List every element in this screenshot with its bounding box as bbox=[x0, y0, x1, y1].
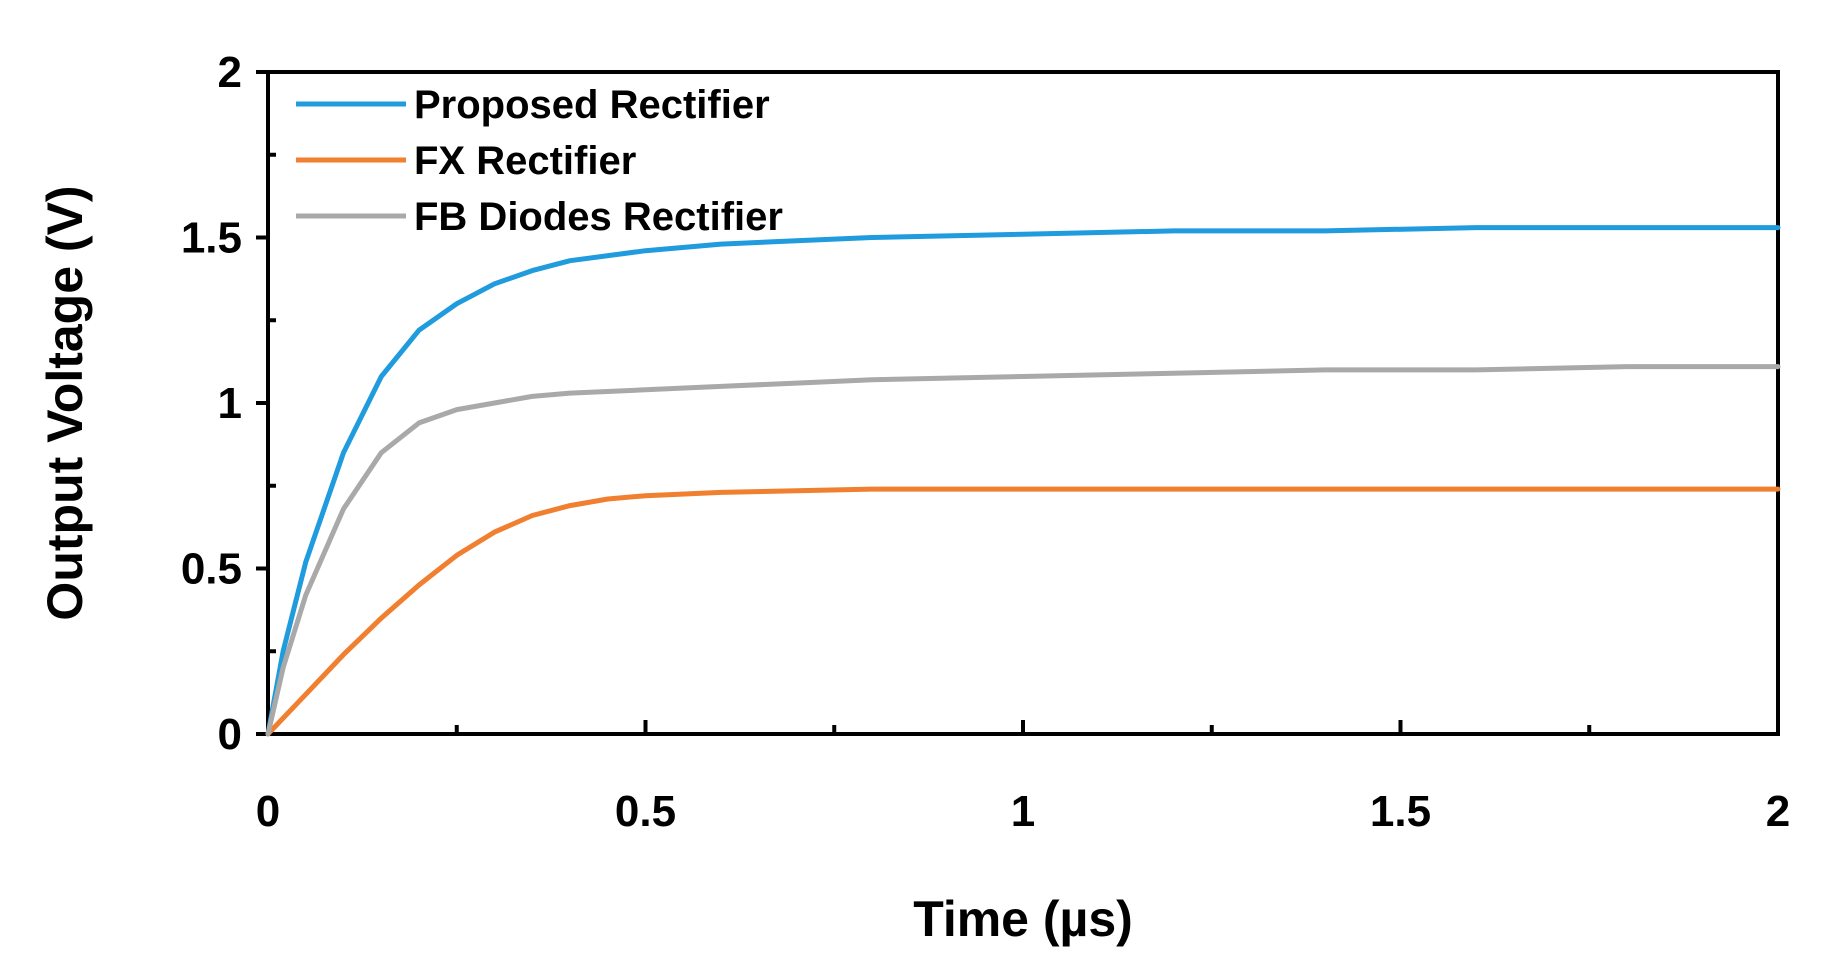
series-lines bbox=[265, 225, 1781, 737]
legend: Proposed Rectifier FX Rectifier FB Diodes … bbox=[296, 83, 783, 239]
series-line-1 bbox=[265, 225, 1781, 737]
series-line-3 bbox=[265, 364, 1781, 737]
x-axis-title: Time (µs) bbox=[913, 891, 1133, 947]
x-tick-label: 1.5 bbox=[1370, 787, 1431, 836]
y-tick-label: 0 bbox=[218, 710, 242, 759]
y-tick-label: 0.5 bbox=[181, 545, 242, 594]
y-tick-label: 2 bbox=[218, 48, 242, 97]
legend-label: FB Diodes Rectifier bbox=[414, 195, 783, 239]
x-tick-label: 2 bbox=[1766, 787, 1790, 836]
y-tick-label: 1.5 bbox=[181, 214, 242, 263]
y-axis-ticks: 0 0.5 1 1.5 2 bbox=[181, 48, 276, 759]
x-tick-label: 1 bbox=[1011, 787, 1035, 836]
series-line-2 bbox=[265, 486, 1781, 737]
y-tick-label: 1 bbox=[218, 379, 242, 428]
x-tick-label: 0.5 bbox=[615, 787, 676, 836]
x-axis-ticks: 0 0.5 1 1.5 2 bbox=[256, 720, 1790, 836]
y-axis-title: Output Voltage (V) bbox=[37, 185, 93, 620]
x-tick-label: 0 bbox=[256, 787, 280, 836]
legend-label: Proposed Rectifier bbox=[414, 83, 770, 127]
legend-label: FX Rectifier bbox=[414, 139, 636, 183]
